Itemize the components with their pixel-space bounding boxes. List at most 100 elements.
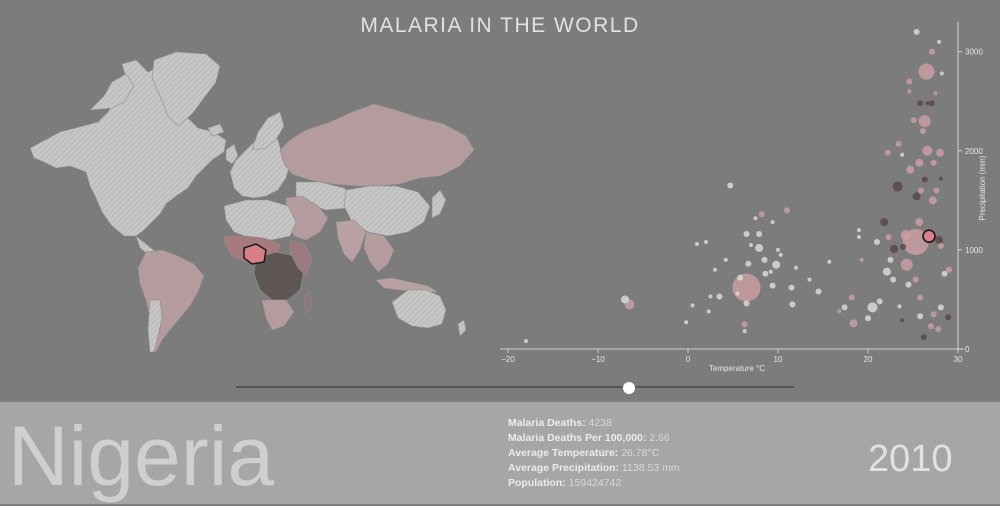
country-bubble[interactable] [910, 117, 917, 124]
country-bubble[interactable] [933, 187, 940, 194]
country-bubble[interactable] [882, 267, 891, 276]
country-bubble[interactable] [745, 260, 752, 267]
country-bubble[interactable] [708, 294, 713, 299]
country-bubble[interactable] [917, 100, 924, 107]
country-bubble[interactable] [732, 273, 761, 302]
country-bubble[interactable] [815, 288, 822, 295]
country-bubble[interactable] [749, 242, 753, 247]
country-bubble[interactable] [920, 334, 927, 341]
country-bubble[interactable] [930, 311, 937, 318]
uk-ireland[interactable] [225, 143, 239, 165]
southern-africa[interactable] [261, 299, 295, 331]
country-bubble[interactable] [743, 231, 750, 238]
country-bubble[interactable] [684, 320, 689, 325]
country-bubble[interactable] [897, 304, 902, 309]
country-bubble[interactable] [769, 282, 776, 289]
country-bubble[interactable] [776, 247, 780, 252]
country-bubble[interactable] [857, 228, 861, 233]
country-bubble[interactable] [906, 165, 915, 174]
country-bubble[interactable] [865, 315, 871, 322]
southeast-asia[interactable] [363, 231, 395, 273]
year-slider-track[interactable] [236, 386, 794, 388]
country-bubble[interactable] [918, 115, 931, 128]
country-bubble[interactable] [918, 63, 935, 80]
country-bubble[interactable] [922, 145, 933, 156]
country-bubble[interactable] [900, 243, 907, 250]
country-bubble[interactable] [938, 176, 943, 181]
country-bubble[interactable] [915, 158, 924, 167]
country-bubble[interactable] [887, 256, 894, 263]
country-bubble[interactable] [937, 242, 944, 249]
country-bubble[interactable] [841, 304, 848, 311]
country-bubble[interactable] [917, 313, 924, 320]
country-bubble[interactable] [900, 258, 913, 271]
scandinavia[interactable] [251, 111, 285, 151]
country-bubble[interactable] [935, 236, 944, 244]
country-bubble[interactable] [807, 277, 812, 282]
country-bubble[interactable] [784, 207, 790, 214]
country-bubble[interactable] [928, 48, 935, 55]
country-bubble[interactable] [906, 78, 913, 85]
country-bubble[interactable] [704, 239, 708, 244]
country-bubble[interactable] [743, 300, 750, 307]
country-bubble[interactable] [917, 294, 924, 301]
country-bubble[interactable] [723, 257, 728, 262]
country-bubble[interactable] [892, 181, 903, 192]
south-america-south[interactable] [147, 299, 163, 353]
india[interactable] [335, 219, 367, 263]
country-bubble[interactable] [758, 211, 765, 218]
country-bubble[interactable] [928, 196, 937, 205]
country-bubble[interactable] [925, 101, 930, 106]
world-map[interactable] [0, 0, 1000, 400]
country-bubble[interactable] [937, 304, 944, 311]
country-bubble[interactable] [713, 267, 717, 272]
country-bubble[interactable] [915, 218, 924, 227]
country-bubble[interactable] [874, 238, 880, 245]
country-bubble[interactable] [755, 243, 764, 252]
country-bubble[interactable] [921, 176, 928, 183]
country-bubble[interactable] [918, 187, 925, 194]
central-africa[interactable] [253, 251, 305, 301]
country-bubble[interactable] [770, 220, 775, 225]
country-bubble[interactable] [741, 321, 748, 328]
country-bubble[interactable] [919, 128, 926, 134]
north-america-region[interactable] [29, 59, 227, 237]
country-bubble[interactable] [900, 230, 911, 241]
country-bubble[interactable] [827, 259, 832, 264]
year-slider-handle[interactable] [623, 382, 636, 394]
country-bubble[interactable] [939, 71, 944, 76]
country-bubble[interactable] [912, 276, 919, 283]
country-bubble[interactable] [885, 234, 892, 241]
country-bubble[interactable] [727, 182, 734, 189]
country-bubble[interactable] [890, 244, 899, 253]
north-africa[interactable] [223, 199, 297, 241]
country-bubble[interactable] [788, 284, 795, 291]
country-bubble[interactable] [849, 319, 858, 328]
country-bubble[interactable] [937, 39, 942, 44]
country-bubble[interactable] [706, 309, 711, 314]
madagascar[interactable] [303, 291, 313, 315]
east-africa[interactable] [289, 239, 313, 277]
country-bubble[interactable] [890, 276, 897, 283]
country-bubble[interactable] [913, 28, 920, 35]
country-bubble[interactable] [867, 302, 878, 313]
country-bubble[interactable] [695, 241, 699, 246]
country-bubble[interactable] [690, 303, 695, 308]
country-bubble[interactable] [935, 326, 942, 333]
country-bubble[interactable] [716, 293, 723, 300]
country-bubble[interactable] [945, 314, 952, 321]
country-bubble[interactable] [768, 269, 773, 274]
country-bubble[interactable] [524, 339, 528, 344]
country-bubble[interactable] [789, 301, 796, 308]
country-bubble[interactable] [907, 89, 912, 94]
country-bubble[interactable] [876, 298, 883, 305]
country-bubble[interactable] [772, 260, 781, 269]
country-bubble[interactable] [930, 159, 937, 166]
country-bubble[interactable] [756, 231, 763, 238]
country-bubble[interactable] [900, 318, 905, 323]
country-bubble[interactable] [946, 266, 952, 273]
country-bubble[interactable] [737, 274, 744, 281]
country-bubble[interactable] [900, 152, 905, 157]
country-bubble[interactable] [941, 270, 948, 277]
country-bubble[interactable] [895, 140, 902, 147]
